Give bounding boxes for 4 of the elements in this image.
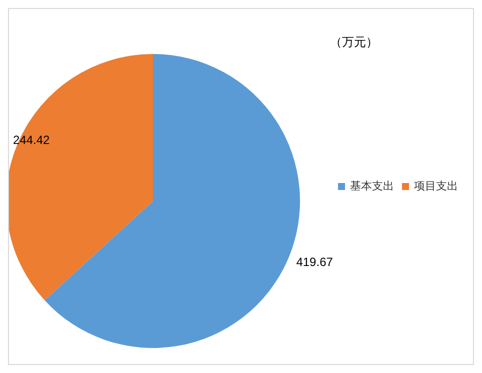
legend-label: 基本支出 (350, 180, 394, 192)
chart-title: （万元） (330, 35, 378, 49)
data-label: 419.67 (296, 254, 334, 269)
legend-label: 项目支出 (414, 180, 458, 192)
